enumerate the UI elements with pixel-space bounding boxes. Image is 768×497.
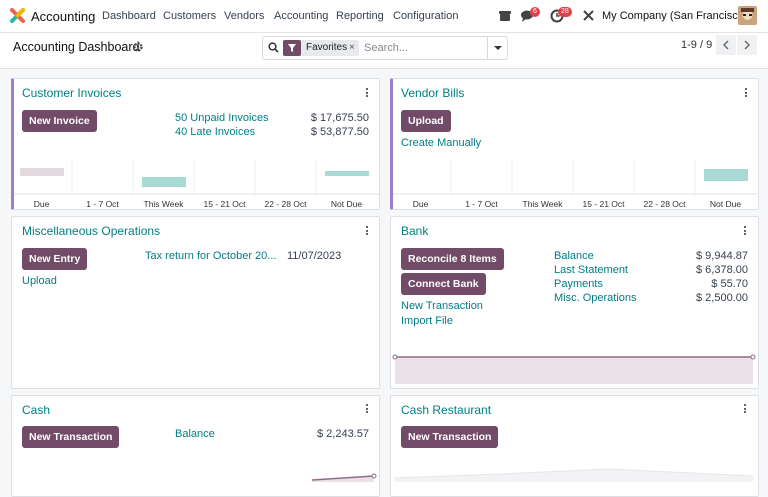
- graph-label: 1 - 7 Oct: [465, 199, 498, 209]
- card-menu[interactable]: [366, 404, 369, 415]
- graph-label: This Week: [143, 199, 184, 209]
- graph-label: 15 - 21 Oct: [203, 199, 246, 209]
- card-title[interactable]: Bank: [401, 224, 429, 238]
- card-menu[interactable]: [744, 404, 747, 415]
- link[interactable]: Balance: [175, 428, 215, 440]
- search-box[interactable]: Favorites × Search...: [262, 36, 508, 60]
- settings-gear[interactable]: [133, 42, 143, 52]
- primary-button[interactable]: New Transaction: [22, 426, 120, 448]
- graph-label: 1 - 7 Oct: [86, 199, 119, 209]
- link[interactable]: Last Statement: [554, 264, 628, 276]
- menu-item[interactable]: Configuration: [393, 10, 459, 22]
- search-icon: [268, 42, 279, 53]
- bar-graph: [393, 159, 758, 195]
- link[interactable]: Import File: [401, 315, 453, 327]
- card-menu[interactable]: [745, 88, 748, 99]
- control-panel: Accounting Dashboard Favorites × Search.…: [0, 33, 768, 69]
- amount: $ 55.70: [711, 278, 748, 290]
- messages-badge: 6: [530, 7, 540, 17]
- graph-label: Not Due: [330, 199, 363, 209]
- amount: $ 2,243.57: [317, 428, 369, 440]
- journal-card: Customer Invoices New Invoice 50 Unpaid …: [11, 78, 380, 210]
- primary-button[interactable]: Reconcile 8 Items: [401, 248, 504, 270]
- journal-card: Bank Reconcile 8 Items Connect Bank New …: [390, 216, 759, 389]
- primary-button[interactable]: Connect Bank: [401, 273, 486, 295]
- pager-next[interactable]: [737, 35, 757, 55]
- graph-label: 15 - 21 Oct: [582, 199, 625, 209]
- line-graph: [392, 354, 756, 384]
- menu-item[interactable]: Vendors: [224, 10, 265, 22]
- search-placeholder: Search...: [364, 42, 409, 54]
- menu-item[interactable]: Dashboard: [102, 10, 156, 22]
- primary-button[interactable]: New Invoice: [22, 110, 97, 132]
- card-menu[interactable]: [744, 226, 747, 237]
- page-title: Accounting Dashboard: [13, 40, 140, 54]
- menu-item[interactable]: Customers: [163, 10, 217, 22]
- graph-label: Due: [412, 199, 429, 209]
- company-switcher[interactable]: My Company (San Francisco): [602, 10, 748, 22]
- primary-button[interactable]: Upload: [401, 110, 451, 132]
- card-menu[interactable]: [366, 88, 369, 99]
- amount: $ 53,877.50: [310, 126, 369, 138]
- pager: 1-9 / 9: [681, 39, 713, 51]
- graph-label: Not Due: [709, 199, 742, 209]
- activities-badge: 28: [558, 7, 572, 17]
- link[interactable]: Misc. Operations: [554, 292, 637, 304]
- bar-graph: [14, 159, 379, 195]
- card-title[interactable]: Cash Restaurant: [401, 403, 492, 417]
- navbar: Accounting Dashboard Customers Vendors A…: [0, 0, 768, 33]
- card-title[interactable]: Cash: [22, 403, 51, 417]
- link[interactable]: Upload: [22, 275, 57, 287]
- journal-card: Miscellaneous Operations New Entry Uploa…: [11, 216, 380, 389]
- amount: $ 17,675.50: [310, 112, 369, 124]
- card-title[interactable]: Customer Invoices: [22, 86, 122, 100]
- pager-prev[interactable]: [716, 35, 736, 55]
- graph-label: 22 - 28 Oct: [643, 199, 686, 209]
- line-graph: [312, 473, 377, 482]
- menu-item[interactable]: Accounting: [274, 10, 329, 22]
- card-title[interactable]: Miscellaneous Operations: [22, 224, 161, 238]
- menu-item[interactable]: Reporting: [336, 10, 384, 22]
- amount: $ 9,944.87: [696, 250, 748, 262]
- graph-label: Due: [33, 199, 50, 209]
- app-logo: [10, 8, 25, 23]
- user-avatar[interactable]: [738, 6, 757, 25]
- journal-card: Cash New Transaction Balance $ 2,243.57: [11, 395, 380, 497]
- primary-button[interactable]: New Transaction: [401, 426, 499, 448]
- facet-label: Favorites: [306, 42, 348, 53]
- amount: $ 6,378.00: [696, 264, 748, 276]
- link[interactable]: Tax return for October 20...: [145, 250, 277, 262]
- line-graph: [394, 468, 754, 482]
- link[interactable]: 40 Late Invoices: [175, 126, 256, 138]
- card-menu[interactable]: [366, 226, 369, 237]
- card-title[interactable]: Vendor Bills: [401, 86, 465, 100]
- graph-label: This Week: [522, 199, 563, 209]
- phone-icon[interactable]: [498, 9, 512, 23]
- link[interactable]: Create Manually: [401, 137, 482, 149]
- link[interactable]: New Transaction: [401, 300, 483, 312]
- link[interactable]: Balance: [554, 250, 594, 262]
- link[interactable]: 50 Unpaid Invoices: [175, 112, 269, 124]
- journal-card: Vendor Bills Upload Create Manually Due …: [390, 78, 759, 210]
- search-facet[interactable]: Favorites ×: [283, 40, 359, 56]
- primary-button[interactable]: New Entry: [22, 248, 88, 270]
- app-name[interactable]: Accounting: [31, 9, 96, 24]
- debug-icon[interactable]: [582, 9, 595, 22]
- journal-card: Cash Restaurant New Transaction: [390, 395, 759, 497]
- date: 11/07/2023: [287, 250, 342, 262]
- amount: $ 2,500.00: [696, 292, 748, 304]
- link[interactable]: Payments: [554, 278, 603, 290]
- graph-label: 22 - 28 Oct: [264, 199, 307, 209]
